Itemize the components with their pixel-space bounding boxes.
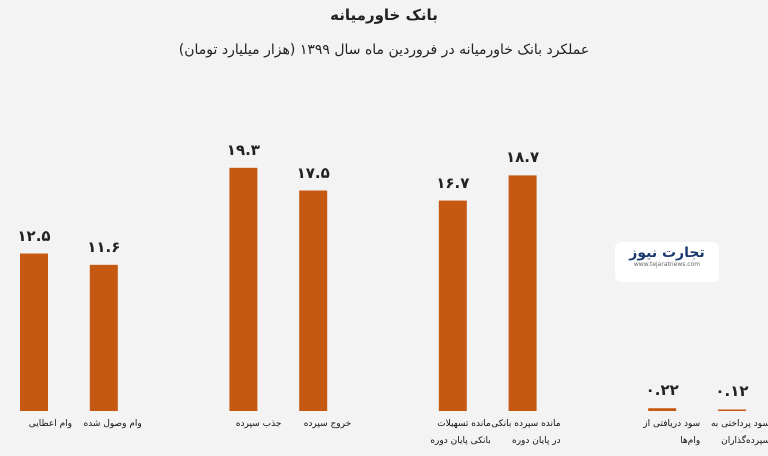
bar xyxy=(508,175,537,411)
value-label: ۰.۲۲ xyxy=(645,381,679,400)
x-tick-label: خروج سپرده xyxy=(303,419,352,429)
chart-subtitle: عملکرد بانک خاورمیانه در فروردین ماه سال… xyxy=(178,42,590,58)
watermark-text: تجارت نیوز xyxy=(629,245,705,261)
x-tick-label: سود پرداختی به سپرده‌گذاران xyxy=(710,419,768,446)
value-label: ۰.۱۲ xyxy=(715,382,749,401)
bar xyxy=(718,409,746,411)
bar xyxy=(648,408,677,411)
value-label: ۱۹.۳ xyxy=(226,140,260,159)
x-tick-label: مانده تسهیلات بانکی پایان دوره xyxy=(430,419,491,446)
watermark-url: www.tejaratnews.com xyxy=(633,261,701,268)
x-tick-label: وام اعطایی xyxy=(28,419,72,429)
value-label: ۱۲.۵ xyxy=(17,226,51,245)
bar xyxy=(20,253,48,411)
x-tick-label: سود دریافتی از وام‌ها xyxy=(643,419,701,446)
watermark: تجارت نیوز www.tejaratnews.com xyxy=(615,242,719,282)
value-label: ۱۷.۵ xyxy=(296,163,330,182)
bar xyxy=(229,167,258,411)
value-label: ۱۶.۷ xyxy=(436,173,470,192)
x-tick-label: مانده سپرده بانکی در پایان دوره xyxy=(491,419,561,446)
value-label: ۱۱.۶ xyxy=(87,237,121,256)
bar xyxy=(299,190,328,411)
value-label: ۱۸.۷ xyxy=(506,148,540,167)
x-tick-label: وام وصول شده xyxy=(83,419,142,429)
bar xyxy=(89,264,118,411)
bar xyxy=(438,200,467,411)
chart-title: بانک خاورمیانه xyxy=(330,6,438,24)
x-tick-label: جذب سپرده xyxy=(235,419,282,429)
